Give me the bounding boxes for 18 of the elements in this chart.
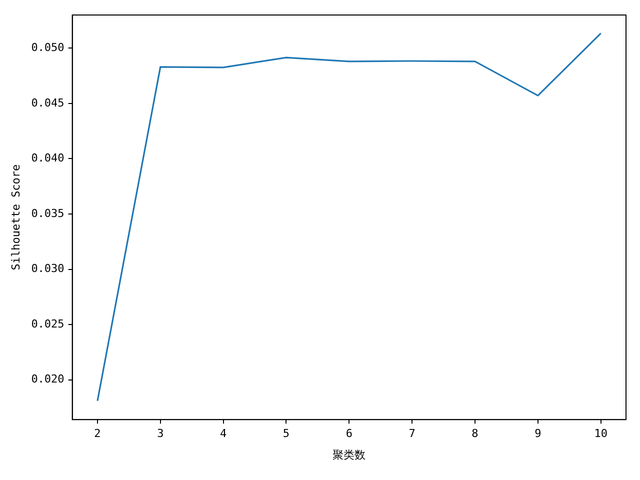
x-tick-label: 9 (534, 427, 542, 440)
y-tick-label: 0.030 (31, 262, 64, 276)
y-tick-label: 0.040 (31, 152, 64, 165)
x-tick-label: 8 (472, 427, 478, 440)
x-tick-label: 6 (346, 427, 352, 440)
y-tick-label: 0.050 (31, 41, 64, 54)
x-tick-label: 10 (594, 427, 608, 440)
y-axis-title: Silhouette Score (9, 164, 22, 270)
x-tick-label: 5 (282, 427, 290, 440)
x-tick-label: 4 (220, 427, 228, 440)
y-tick-label: 0.045 (31, 96, 64, 110)
x-tick-label: 7 (408, 427, 416, 440)
y-tick-label: 0.025 (31, 317, 64, 330)
x-axis-title: 聚类数 (332, 448, 366, 462)
x-tick-label: 2 (94, 427, 101, 440)
x-tick-label: 3 (157, 427, 164, 440)
y-tick-label: 0.035 (31, 206, 64, 220)
y-tick-label: 0.020 (31, 372, 64, 386)
